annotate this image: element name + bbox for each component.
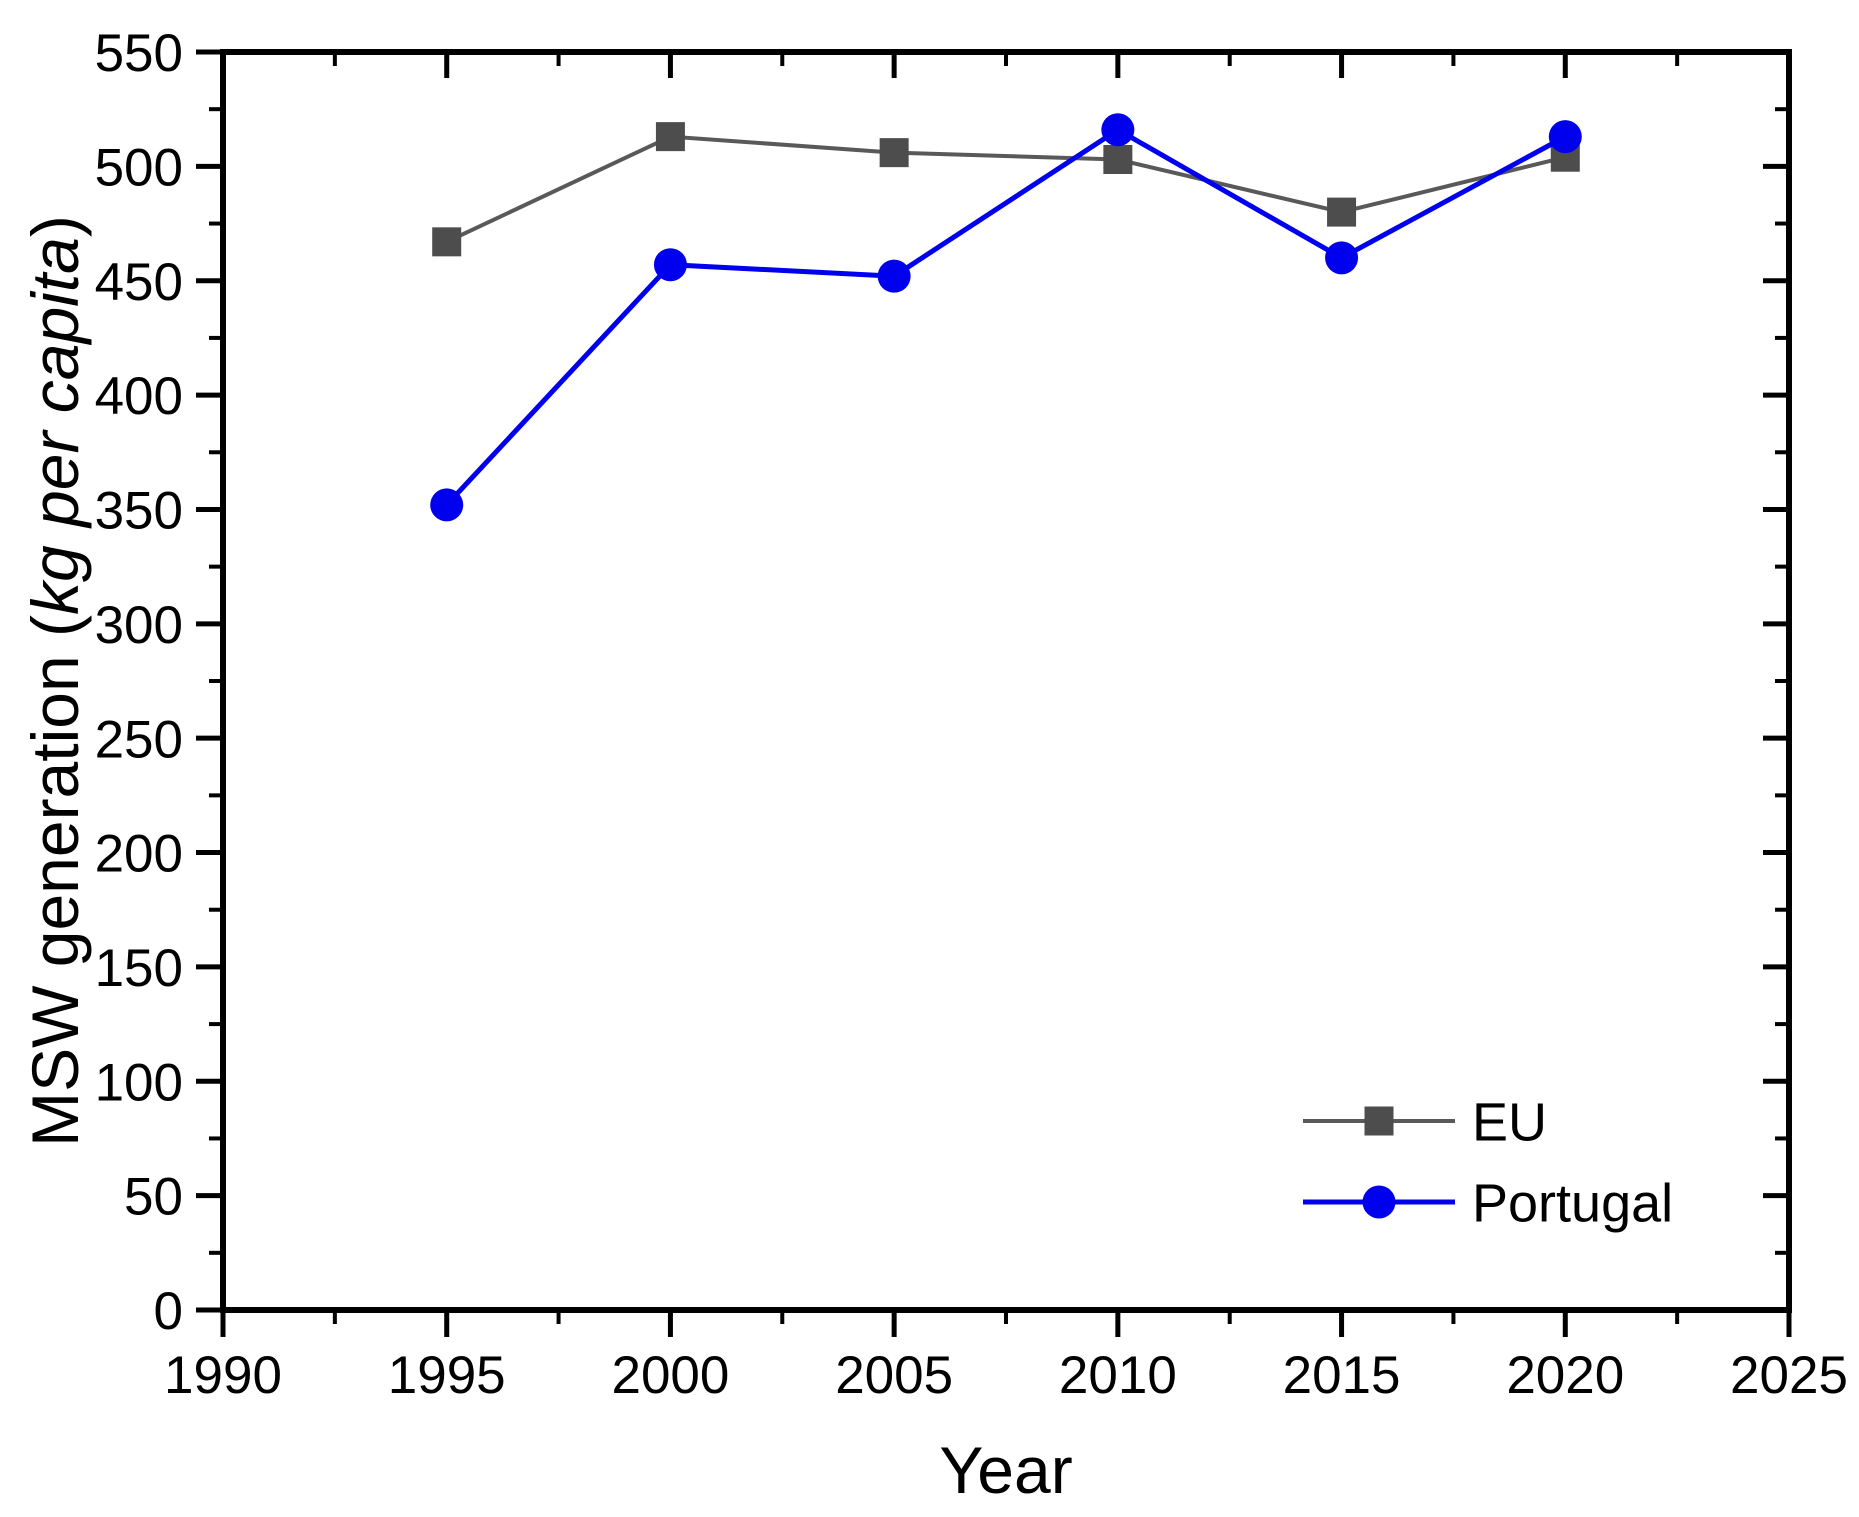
- legend-eu-marker: [1364, 1106, 1394, 1136]
- y-axis-tick-label: 350: [95, 482, 183, 541]
- x-axis-tick-label: 2015: [1283, 1346, 1401, 1405]
- eu-data-marker: [1327, 197, 1357, 227]
- legend-portugal-label: Portugal: [1472, 1173, 1673, 1233]
- x-axis-tick-label: 2005: [835, 1346, 953, 1405]
- y-axis-title-italic: kg per capita: [18, 237, 92, 615]
- x-axis-tick-label: 1990: [164, 1346, 282, 1405]
- y-axis-title-suffix: ): [18, 215, 92, 237]
- portugal-data-marker: [877, 259, 911, 293]
- eu-data-marker: [879, 138, 909, 168]
- y-axis-title: MSW generation (kg per capita): [18, 215, 92, 1147]
- y-axis-title-prefix: MSW generation (: [18, 615, 92, 1147]
- y-axis-tick-label: 200: [95, 825, 183, 884]
- legend-eu-label: EU: [1472, 1092, 1547, 1152]
- x-axis-tick-label: 2010: [1059, 1346, 1177, 1405]
- axis-ticks-layer: 1990 1995 2000 2005 2010 2015 2020 2025 0 50 100 15…: [95, 24, 1848, 1405]
- y-axis-tick-label: 250: [95, 710, 183, 769]
- legend: EU Portugal: [1303, 1092, 1673, 1233]
- x-axis-tick-label: 1995: [388, 1346, 506, 1405]
- y-axis-tick-label: 0: [154, 1282, 183, 1341]
- portugal-data-marker: [1101, 113, 1135, 147]
- eu-data-marker: [655, 122, 685, 152]
- x-axis-tick-label: 2020: [1506, 1346, 1624, 1405]
- x-axis-title: Year: [939, 1433, 1072, 1507]
- eu-data-marker: [1103, 145, 1133, 175]
- y-axis-tick-label: 450: [95, 253, 183, 312]
- plot-border: [220, 49, 1792, 1313]
- y-axis-tick-label: 300: [95, 596, 183, 655]
- eu-data-marker: [432, 227, 462, 257]
- y-axis-tick-label: 50: [124, 1168, 183, 1227]
- y-axis-tick-label: 550: [95, 24, 183, 83]
- y-axis-tick-label: 500: [95, 138, 183, 197]
- legend-portugal-marker: [1362, 1185, 1396, 1219]
- portugal-data-marker: [653, 248, 687, 282]
- eu-series-line: [445, 134, 1566, 244]
- portugal-series-line: [444, 126, 1567, 507]
- portugal-data-marker: [430, 488, 464, 522]
- y-axis-tick-label: 100: [95, 1053, 183, 1112]
- portugal-data-marker: [1548, 120, 1582, 154]
- x-axis-tick-label: 2025: [1730, 1346, 1848, 1405]
- y-axis-tick-label: 150: [95, 939, 183, 998]
- data-series-layer: [430, 113, 1582, 522]
- x-axis-tick-label: 2000: [611, 1346, 729, 1405]
- portugal-data-marker: [1325, 241, 1359, 275]
- y-axis-tick-label: 400: [95, 367, 183, 426]
